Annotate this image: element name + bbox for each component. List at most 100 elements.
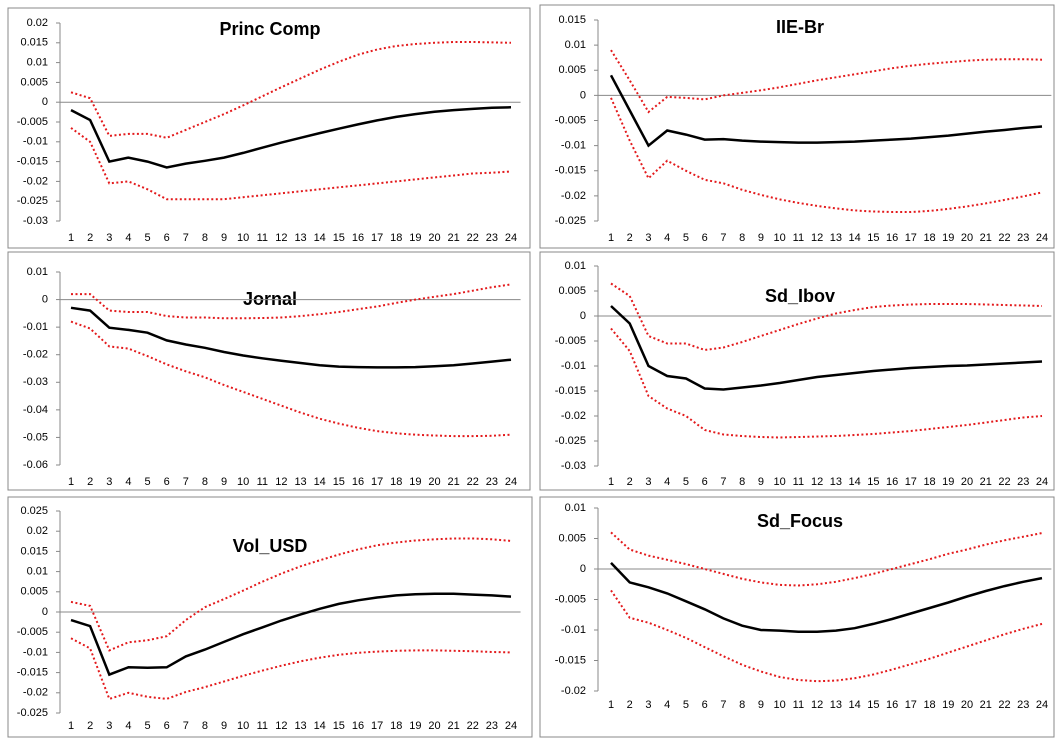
x-tick-label: 8 (202, 720, 208, 732)
y-tick-label: 0.005 (20, 76, 48, 88)
confidence-band-line (71, 283, 512, 320)
confidence-band-line (70, 320, 512, 438)
x-tick-label: 14 (848, 232, 860, 244)
y-tick-label: -0.025 (555, 215, 586, 227)
x-tick-label: 23 (486, 476, 498, 488)
x-tick-label: 19 (409, 476, 421, 488)
x-tick-label: 22 (998, 232, 1010, 244)
x-tick-label: 11 (257, 720, 268, 732)
panel-frame (539, 251, 1055, 491)
y-tick-label: 0.005 (558, 532, 586, 544)
x-tick-label: 12 (275, 720, 287, 732)
x-tick-label: 4 (125, 232, 131, 244)
chart-title: IIE-Br (776, 17, 824, 37)
x-tick-label: 22 (467, 476, 479, 488)
x-tick-label: 13 (830, 699, 842, 711)
y-tick-label: 0 (42, 606, 48, 618)
x-tick-label: 20 (428, 476, 440, 488)
y-tick-label: 0.01 (565, 502, 586, 514)
x-tick-label: 17 (905, 232, 917, 244)
x-tick-label: 16 (886, 232, 898, 244)
x-tick-label: 1 (608, 476, 614, 488)
x-tick-label: 12 (811, 699, 823, 711)
panel-frame (539, 4, 1055, 249)
x-tick-label: 21 (980, 232, 992, 244)
x-tick-label: 8 (739, 232, 745, 244)
x-tick-label: 12 (275, 476, 287, 488)
y-tick-label: 0 (42, 293, 48, 305)
y-tick-label: 0.01 (27, 57, 48, 69)
x-tick-label: 15 (333, 232, 345, 244)
x-tick-label: 1 (608, 699, 614, 711)
confidence-band-line (70, 637, 512, 701)
y-tick-label: -0.05 (23, 431, 48, 443)
x-tick-label: 4 (664, 699, 670, 711)
x-tick-label: 11 (257, 476, 268, 488)
panel: IIE-Br 0.015 0.01 0.005 0 -0.005 -0.01 -0.015 -0… (539, 4, 1055, 249)
y-tick-label: -0.06 (23, 459, 48, 471)
x-tick-label: 7 (720, 699, 726, 711)
y-tick-label: 0.02 (27, 17, 48, 29)
y-tick-label: -0.01 (23, 321, 48, 333)
panel-frame (7, 7, 531, 249)
y-tick-label: -0.01 (23, 136, 48, 148)
x-tick-label: 17 (905, 476, 917, 488)
x-tick-label: 4 (664, 476, 670, 488)
x-tick-label: 5 (683, 476, 689, 488)
panel-frame (7, 251, 531, 491)
y-tick-label: -0.02 (561, 685, 586, 697)
x-tick-label: 16 (352, 232, 364, 244)
x-tick-label: 23 (486, 720, 498, 732)
x-tick-label: 20 (428, 232, 440, 244)
x-tick-label: 16 (886, 476, 898, 488)
y-tick-label: -0.025 (17, 195, 48, 207)
x-tick-label: 14 (314, 232, 326, 244)
x-tick-label: 15 (867, 699, 879, 711)
x-tick-label: 9 (758, 476, 764, 488)
x-tick-label: 10 (237, 476, 249, 488)
chart-title: Princ Comp (219, 19, 320, 39)
x-tick-label: 12 (811, 476, 823, 488)
x-tick-label: 10 (774, 232, 786, 244)
x-tick-label: 21 (447, 232, 459, 244)
y-tick-label: 0 (580, 310, 586, 322)
y-tick-label: 0.015 (20, 37, 48, 49)
x-tick-label: 20 (428, 720, 440, 732)
y-tick-label: 0 (580, 563, 586, 575)
y-tick-label: 0.01 (27, 566, 48, 578)
x-tick-label: 17 (905, 699, 917, 711)
y-tick-label: -0.025 (555, 435, 586, 447)
chart-title: Sd_Ibov (765, 286, 835, 306)
x-tick-label: 19 (942, 232, 954, 244)
y-tick-label: 0.01 (565, 260, 586, 272)
x-tick-label: 19 (942, 476, 954, 488)
x-tick-label: 14 (314, 476, 326, 488)
x-tick-label: 13 (830, 232, 842, 244)
y-tick-label: -0.02 (23, 349, 48, 361)
x-tick-label: 10 (237, 232, 249, 244)
x-tick-label: 6 (702, 232, 708, 244)
x-tick-label: 2 (627, 476, 633, 488)
y-tick-label: -0.01 (23, 646, 48, 658)
response-line (70, 106, 512, 169)
x-tick-label: 16 (352, 720, 364, 732)
x-tick-label: 22 (467, 720, 479, 732)
x-tick-label: 18 (390, 476, 402, 488)
x-tick-label: 1 (68, 720, 74, 732)
x-tick-label: 6 (164, 720, 170, 732)
y-tick-label: -0.015 (555, 385, 586, 397)
y-tick-label: -0.015 (17, 156, 48, 168)
y-tick-label: 0.015 (20, 545, 48, 557)
y-tick-label: -0.03 (23, 376, 48, 388)
x-tick-label: 5 (683, 699, 689, 711)
x-tick-label: 19 (409, 720, 421, 732)
y-tick-label: -0.02 (23, 175, 48, 187)
x-tick-label: 24 (505, 720, 517, 732)
confidence-band-line (610, 49, 1043, 114)
x-tick-label: 11 (793, 232, 804, 244)
x-tick-label: 15 (867, 476, 879, 488)
x-tick-label: 10 (237, 720, 249, 732)
x-tick-label: 7 (183, 232, 189, 244)
